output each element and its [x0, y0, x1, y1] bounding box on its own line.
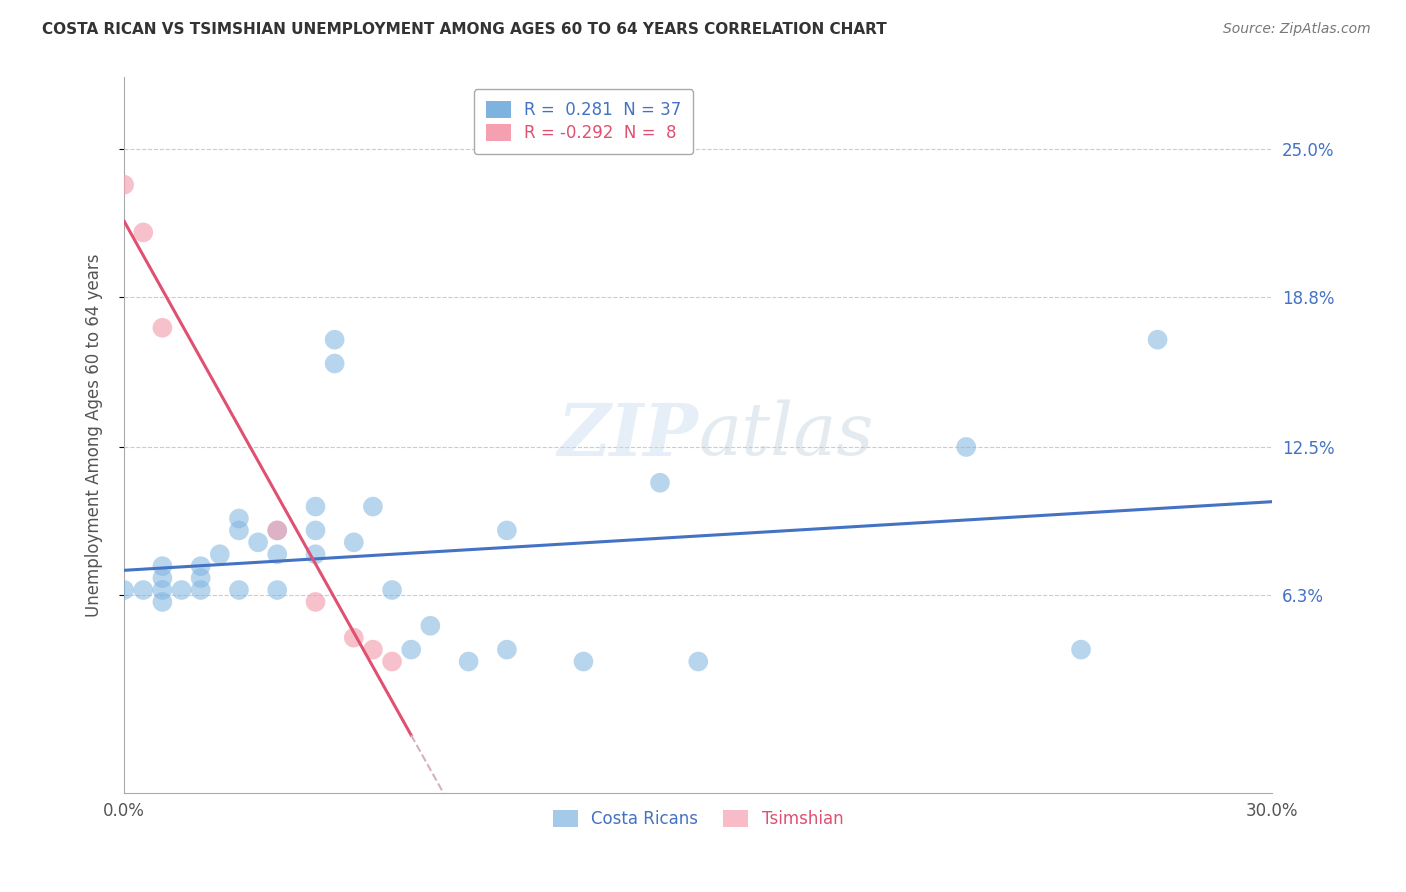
Point: [132, 582, 155, 597]
Point: [381, 655, 404, 669]
Text: COSTA RICAN VS TSIMSHIAN UNEMPLOYMENT AMONG AGES 60 TO 64 YEARS CORRELATION CHAR: COSTA RICAN VS TSIMSHIAN UNEMPLOYMENT AM…: [42, 22, 887, 37]
Legend: Costa Ricans, Tsimshian: Costa Ricans, Tsimshian: [547, 803, 851, 834]
Point: [323, 357, 346, 371]
Point: [266, 524, 288, 538]
Point: [266, 524, 288, 538]
Point: [648, 475, 671, 490]
Point: [361, 500, 384, 514]
Point: [572, 655, 595, 669]
Point: [343, 535, 366, 549]
Point: [419, 619, 441, 633]
Point: [343, 631, 366, 645]
Point: [361, 642, 384, 657]
Text: Source: ZipAtlas.com: Source: ZipAtlas.com: [1223, 22, 1371, 37]
Point: [381, 582, 404, 597]
Point: [266, 547, 288, 561]
Point: [152, 571, 174, 585]
Point: [1146, 333, 1168, 347]
Point: [228, 511, 250, 525]
Point: [152, 595, 174, 609]
Point: [688, 655, 710, 669]
Point: [457, 655, 479, 669]
Point: [304, 524, 326, 538]
Point: [1070, 642, 1092, 657]
Text: ZIP: ZIP: [557, 400, 699, 471]
Point: [323, 333, 346, 347]
Point: [190, 559, 212, 574]
Point: [304, 500, 326, 514]
Point: [228, 582, 250, 597]
Point: [266, 582, 288, 597]
Point: [496, 642, 519, 657]
Point: [190, 582, 212, 597]
Point: [152, 559, 174, 574]
Point: [496, 524, 519, 538]
Point: [112, 582, 135, 597]
Point: [132, 226, 155, 240]
Point: [152, 582, 174, 597]
Point: [170, 582, 193, 597]
Point: [304, 595, 326, 609]
Point: [152, 320, 174, 334]
Point: [208, 547, 231, 561]
Point: [955, 440, 977, 454]
Y-axis label: Unemployment Among Ages 60 to 64 years: Unemployment Among Ages 60 to 64 years: [86, 253, 103, 616]
Point: [112, 178, 135, 192]
Point: [399, 642, 422, 657]
Point: [304, 547, 326, 561]
Point: [228, 524, 250, 538]
Point: [247, 535, 270, 549]
Point: [190, 571, 212, 585]
Text: atlas: atlas: [699, 400, 873, 470]
